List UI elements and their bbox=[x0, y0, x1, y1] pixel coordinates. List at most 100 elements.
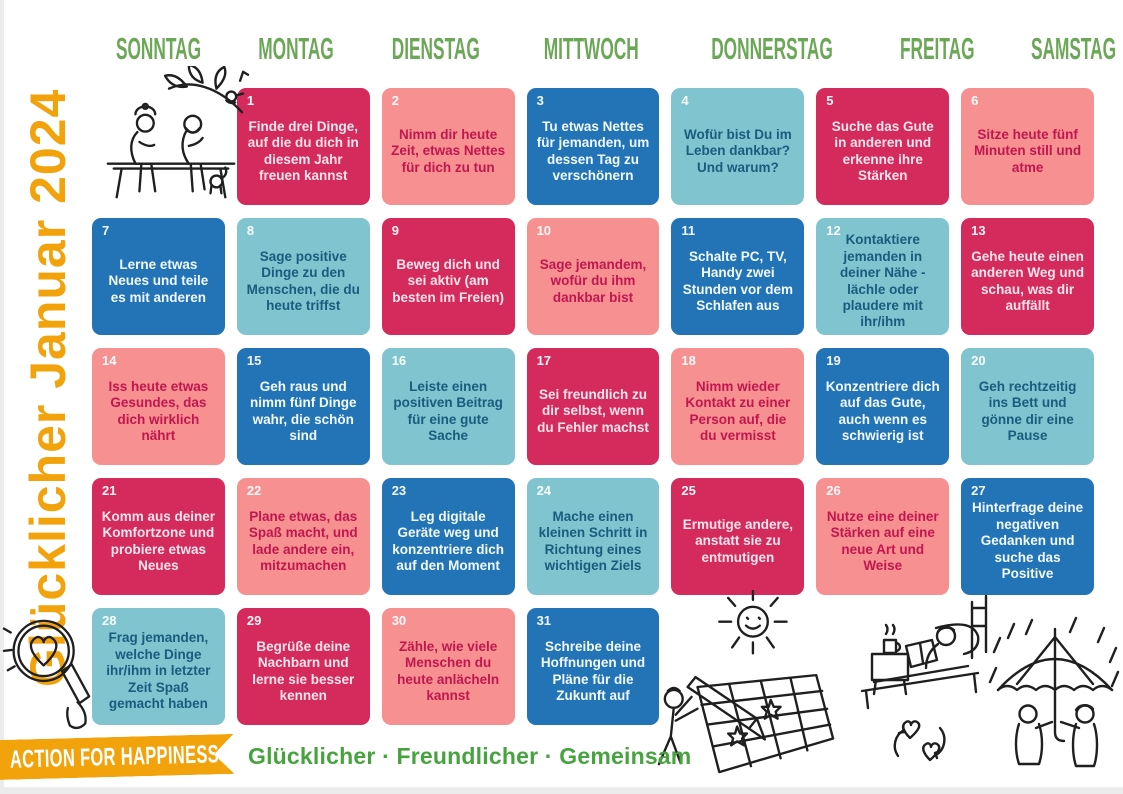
day-action-text: Sei freundlich zu dir selbst, wenn du Fe… bbox=[537, 386, 649, 435]
day-tile-16: 16 Leiste einen positiven Beitrag für ein… bbox=[381, 348, 515, 465]
day-action-text: Iss heute etwas Gesundes, das dich wirkl… bbox=[108, 378, 209, 443]
day-action-text: Plane etwas, das Spaß macht, und lade an… bbox=[248, 508, 358, 573]
day-action-text: Schalte PC, TV, Handy zwei Stunden vor d… bbox=[682, 248, 793, 313]
day-action-text: Wofür bist Du im Leben dankbar? Und waru… bbox=[683, 126, 792, 175]
day-tile-7: 7 Lerne etwas Neues und teile es mit ande… bbox=[92, 218, 225, 335]
day-number: 19 bbox=[826, 353, 841, 368]
day-number: 18 bbox=[681, 353, 696, 368]
day-tile-31: 31 Schreibe deine Hoffnungen und Pläne fü… bbox=[526, 608, 660, 725]
day-number: 6 bbox=[971, 93, 979, 108]
calendar: SONNTAG MONTAG DIENSTAG MITTWOCH DONNERSTAG F… bbox=[92, 32, 1117, 725]
umbrella-couple-illustration bbox=[988, 610, 1122, 778]
day-number: 31 bbox=[536, 613, 552, 628]
calendar-drawing-illustration bbox=[652, 586, 840, 788]
day-tile-5: 5 Suche das Gute in anderen und erkenne i… bbox=[816, 88, 950, 205]
day-number: 3 bbox=[536, 93, 544, 108]
day-action-text: Geh raus und nimm fünf Dinge wahr, die s… bbox=[250, 378, 357, 443]
day-number: 30 bbox=[391, 613, 407, 628]
day-action-text: Zähle, wie viele Menschen du heute anläc… bbox=[397, 638, 500, 703]
day-tile-29: 29 Begrüße deine Nachbarn und lerne sie b… bbox=[236, 608, 370, 725]
day-number: 12 bbox=[826, 223, 841, 238]
day-number: 24 bbox=[536, 483, 552, 498]
day-tile-23: 23 Leg digitale Geräte weg und konzentrie… bbox=[381, 478, 515, 595]
day-tile-4: 4 Wofür bist Du im Leben dankbar? Und war… bbox=[671, 88, 805, 205]
day-action-text: Sitze heute fünf Minuten still und atme bbox=[973, 126, 1082, 175]
day-tile-15: 15 Geh raus und nimm fünf Dinge wahr, die… bbox=[236, 348, 370, 465]
day-tile-21: 21 Komm aus deiner Komfortzone und probie… bbox=[92, 478, 225, 595]
day-tile-6: 6 Sitze heute fünf Minuten still und atme bbox=[961, 88, 1094, 205]
day-number: 9 bbox=[391, 223, 399, 238]
day-tile-24: 24 Mache einen kleinen Schritt in Richtun… bbox=[526, 478, 660, 595]
day-tile-17: 17 Sei freundlich zu dir selbst, wenn du … bbox=[526, 348, 660, 465]
day-tile-19: 19 Konzentriere dich auf das Gute, auch w… bbox=[816, 348, 950, 465]
day-action-text: Sage positive Dinge zu den Menschen, die… bbox=[246, 248, 360, 313]
weekday-header-freitag: FREITAG bbox=[899, 32, 975, 66]
weekday-header-montag: MONTAG bbox=[258, 32, 334, 66]
day-action-text: Begrüße deine Nachbarn und lerne sie bes… bbox=[252, 638, 355, 703]
weekday-header-mittwoch: MITTWOCH bbox=[543, 32, 639, 66]
page-edge-bottom bbox=[0, 787, 1123, 794]
day-action-text: Suche das Gute in anderen und erkenne ih… bbox=[831, 118, 934, 183]
weekday-header-donnerstag: DONNERSTAG bbox=[711, 32, 833, 66]
day-tile-18: 18 Nimm wieder Kontakt zu einer Person au… bbox=[671, 348, 805, 465]
day-action-text: Sage jemandem, wofür du ihm dankbar bist bbox=[539, 256, 647, 305]
day-number: 2 bbox=[391, 93, 399, 108]
day-number: 15 bbox=[246, 353, 262, 368]
day-number: 22 bbox=[246, 483, 262, 498]
day-action-text: Schreibe deine Hoffnungen und Pläne für … bbox=[540, 638, 646, 703]
day-action-text: Beweg dich und sei aktiv (am besten im F… bbox=[392, 256, 505, 305]
day-number: 16 bbox=[391, 353, 407, 368]
magnifier-heart-illustration bbox=[2, 604, 94, 752]
day-number: 14 bbox=[102, 353, 117, 368]
day-number: 13 bbox=[971, 223, 986, 238]
weekday-header-dienstag: DIENSTAG bbox=[391, 32, 480, 66]
day-action-text: Leiste einen positiven Beitrag für eine … bbox=[393, 378, 503, 443]
day-tile-14: 14 Iss heute etwas Gesundes, das dich wir… bbox=[92, 348, 225, 465]
day-number: 10 bbox=[536, 223, 552, 238]
day-number: 17 bbox=[536, 353, 552, 368]
weekday-row: SONNTAG MONTAG DIENSTAG MITTWOCH DONNERSTAG F… bbox=[92, 32, 1117, 66]
day-tile-1: 1 Finde drei Dinge, auf die du dich in di… bbox=[236, 88, 370, 205]
day-tile-30: 30 Zähle, wie viele Menschen du heute anl… bbox=[381, 608, 515, 725]
page-edge-left bbox=[0, 0, 4, 794]
day-action-text: Gehe heute einen anderen Weg und schau, … bbox=[971, 248, 1085, 313]
day-action-text: Mache einen kleinen Schritt in Richtung … bbox=[538, 508, 648, 573]
day-tile-11: 11 Schalte PC, TV, Handy zwei Stunden vor… bbox=[671, 218, 805, 335]
day-action-text: Nimm dir heute Zeit, etwas Nettes für di… bbox=[391, 126, 506, 175]
day-tile-22: 22 Plane etwas, das Spaß macht, und lade … bbox=[236, 478, 370, 595]
day-action-text: Kontaktiere jemanden in deiner Nähe - lä… bbox=[839, 232, 926, 330]
day-action-text: Tu etwas Nettes für jemanden, um dessen … bbox=[536, 118, 650, 183]
day-action-text: Frag jemanden, welche Dinge ihr/ihm in l… bbox=[106, 630, 211, 712]
footer-tagline: Glücklicher · Freundlicher · Gemeinsam bbox=[248, 743, 692, 769]
day-action-text: Hinterfrage deine negativen Gedanken und… bbox=[972, 500, 1084, 582]
day-number: 1 bbox=[246, 93, 255, 108]
day-tile-25: 25 Ermutige andere, anstatt sie zu entmut… bbox=[671, 478, 805, 595]
day-tile-10: 10 Sage jemandem, wofür du ihm dankbar bi… bbox=[526, 218, 660, 335]
day-action-text: Ermutige andere, anstatt sie zu entmutig… bbox=[682, 516, 793, 565]
day-tile-28: 28 Frag jemanden, welche Dinge ihr/ihm in… bbox=[92, 608, 225, 725]
day-action-text: Konzentriere dich auf das Gute, auch wen… bbox=[825, 378, 940, 443]
days-grid: 1 Finde drei Dinge, auf die du dich in di… bbox=[92, 88, 1094, 725]
day-action-text: Lerne etwas Neues und teile es mit ander… bbox=[108, 256, 209, 305]
day-number: 26 bbox=[826, 483, 841, 498]
day-number: 7 bbox=[102, 223, 110, 238]
day-action-text: Leg digitale Geräte weg und konzentriere… bbox=[392, 508, 505, 573]
day-number: 8 bbox=[246, 223, 255, 238]
day-action-text: Finde drei Dinge, auf die du dich in die… bbox=[247, 118, 359, 183]
day-number: 25 bbox=[681, 483, 696, 498]
day-action-text: Nutze eine deiner Stärken auf eine neue … bbox=[826, 508, 939, 573]
day-number: 20 bbox=[971, 353, 986, 368]
weekday-header-sonntag: SONNTAG bbox=[115, 32, 202, 66]
day-number: 27 bbox=[971, 483, 986, 498]
day-tile-2: 2 Nimm dir heute Zeit, etwas Nettes für d… bbox=[381, 88, 515, 205]
day-tile-12: 12 Kontaktiere jemanden in deiner Nähe - … bbox=[816, 218, 950, 335]
bench-chat-illustration bbox=[92, 66, 250, 208]
day-tile-9: 9 Beweg dich und sei aktiv (am besten im … bbox=[381, 218, 515, 335]
brand-label: ACTION FOR HAPPINESS bbox=[9, 739, 219, 774]
day-tile-27: 27 Hinterfrage deine negativen Gedanken u… bbox=[961, 478, 1094, 595]
day-tile-26: 26 Nutze eine deiner Stärken auf eine neu… bbox=[816, 478, 950, 595]
day-tile-8: 8 Sage positive Dinge zu den Menschen, di… bbox=[236, 218, 370, 335]
day-action-text: Komm aus deiner Komfortzone und probiere… bbox=[101, 508, 216, 573]
day-action-text: Geh rechtzeitig ins Bett und gönne dir e… bbox=[978, 378, 1077, 443]
day-number: 4 bbox=[681, 93, 689, 108]
